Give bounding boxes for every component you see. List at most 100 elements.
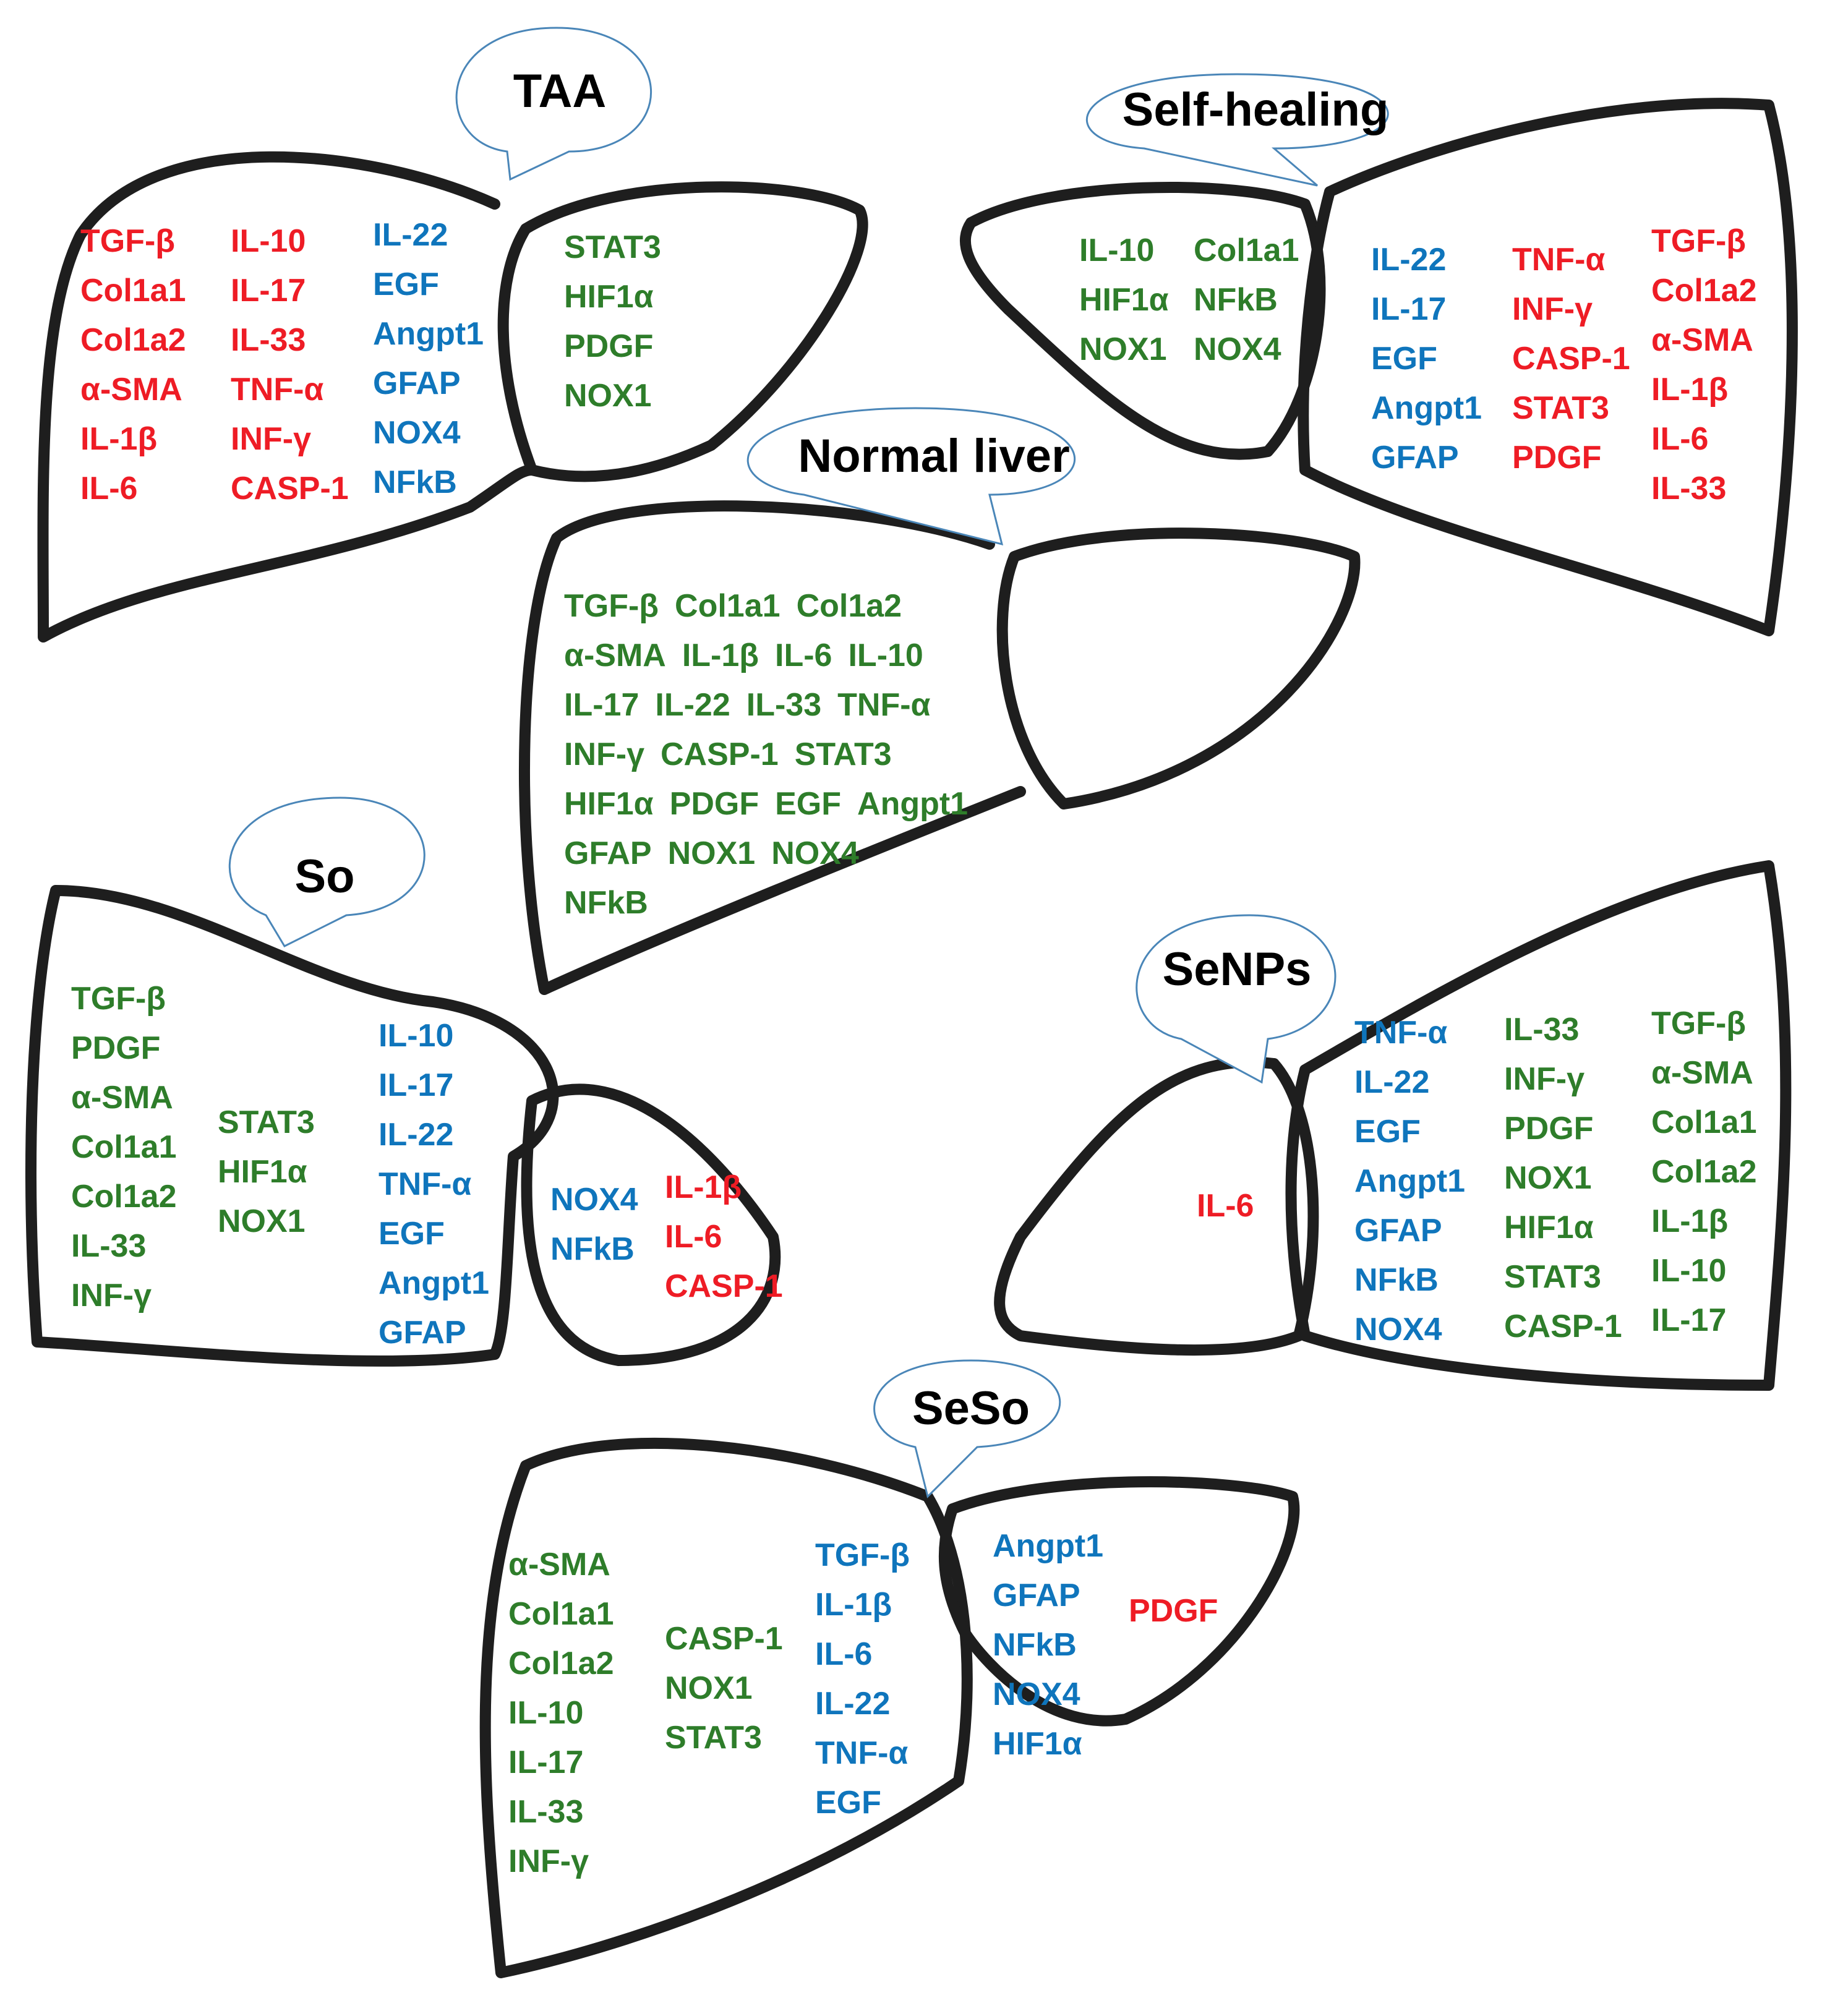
seso-liver-outline xyxy=(479,1359,1300,1978)
seso-speech-bubble xyxy=(873,1359,1061,1498)
marker-label: PDGF xyxy=(564,328,654,364)
marker-label: IL-33 xyxy=(746,687,822,723)
marker-label: NFkB xyxy=(1354,1262,1439,1298)
marker-label: PDGF xyxy=(71,1030,161,1066)
marker-label: INF-γ xyxy=(508,1843,589,1879)
marker-label: GFAP xyxy=(1354,1213,1442,1249)
marker-label: TNF-α xyxy=(837,687,931,723)
marker-label: Col1a1 xyxy=(508,1596,614,1632)
marker-label: TGF-β xyxy=(815,1537,910,1573)
marker-label: IL-6 xyxy=(815,1636,873,1672)
marker-label: Col1a1 xyxy=(675,588,781,624)
marker-label: Angpt1 xyxy=(1371,390,1482,426)
marker-label: TGF-β xyxy=(80,223,176,259)
self-healing-col-5: TGF-β Col1a2 α-SMA IL-1β IL-6 IL-33 xyxy=(1651,216,1757,513)
senps-liver-outline xyxy=(994,860,1792,1391)
marker-label: NFkB xyxy=(1194,282,1278,318)
marker-label: IL-33 xyxy=(71,1228,147,1264)
marker-label: TGF-β xyxy=(1651,1006,1747,1041)
marker-label: Col1a2 xyxy=(796,588,902,624)
seso-title: SeSo xyxy=(912,1382,1030,1435)
marker-label: Col1a1 xyxy=(1194,233,1299,268)
marker-label: IL-22 xyxy=(379,1117,454,1153)
marker-label: INF-γ xyxy=(231,421,311,457)
self-healing-title: Self-healing xyxy=(1122,83,1389,136)
marker-label: EGF xyxy=(815,1785,881,1821)
marker-label: Col1a2 xyxy=(508,1646,614,1681)
marker-label: HIF1α xyxy=(1079,282,1169,318)
taa-col-1: TGF-β Col1a1 Col1a2 α-SMA IL-1β IL-6 xyxy=(80,216,186,513)
marker-label: IL-22 xyxy=(815,1686,891,1722)
seso-col-2: CASP-1 NOX1 STAT3 xyxy=(665,1614,783,1762)
marker-label: TNF-α xyxy=(1354,1015,1448,1051)
marker-label: STAT3 xyxy=(564,229,661,265)
marker-label: IL-1β xyxy=(1651,372,1729,408)
marker-label: IL-33 xyxy=(231,322,306,358)
self-healing-speech-bubble xyxy=(1086,73,1389,187)
senps-col-2: TNF-α IL-22 EGF Angpt1 GFAP NFkB NOX4 xyxy=(1354,1008,1465,1354)
marker-label: IL-33 xyxy=(1504,1012,1580,1048)
marker-label: GFAP xyxy=(373,365,461,401)
marker-label: TGF-β xyxy=(564,588,659,624)
marker-label: NOX1 xyxy=(218,1203,306,1239)
normal-liver-title: Normal liver xyxy=(798,430,1070,482)
marker-label: NOX1 xyxy=(665,1670,753,1706)
seso-col-1: α-SMA Col1a1 Col1a2 IL-10 IL-17 IL-33 INF-γ xyxy=(508,1540,614,1886)
marker-label: α-SMA xyxy=(80,372,182,408)
so-col-4: NOX4 NFkB xyxy=(550,1175,638,1274)
marker-label: CASP-1 xyxy=(665,1621,783,1657)
seso-col-3: TGF-β IL-1β IL-6 IL-22 TNF-α EGF xyxy=(815,1531,910,1827)
self-healing-col-4: TNF-α INF-γ CASP-1 STAT3 PDGF xyxy=(1512,235,1630,482)
marker-label: Col1a2 xyxy=(80,322,186,358)
marker-label: Angpt1 xyxy=(857,786,969,822)
marker-label: STAT3 xyxy=(665,1720,762,1756)
marker-label: IL-1β xyxy=(80,421,158,457)
marker-label: CASP-1 xyxy=(231,471,349,506)
taa-speech-bubble xyxy=(455,27,652,181)
marker-label: PDGF xyxy=(1512,440,1602,476)
marker-label: α-SMA xyxy=(71,1080,173,1116)
senps-speech-bubble xyxy=(1136,914,1337,1084)
marker-label: NOX4 xyxy=(993,1676,1080,1712)
marker-label: IL-10 xyxy=(231,223,306,259)
senps-col-1: IL-6 xyxy=(1197,1181,1254,1231)
marker-label: GFAP xyxy=(564,835,652,871)
marker-label: HIF1α xyxy=(1504,1210,1594,1245)
marker-label: TGF-β xyxy=(71,981,166,1017)
marker-label: α-SMA xyxy=(1651,1055,1753,1091)
marker-label: HIF1α xyxy=(564,786,654,822)
marker-label: EGF xyxy=(379,1216,445,1252)
marker-label: NFkB xyxy=(993,1627,1077,1663)
marker-label: IL-1β xyxy=(665,1169,742,1205)
marker-label: CASP-1 xyxy=(1504,1309,1622,1344)
marker-label: NOX4 xyxy=(1194,331,1281,367)
normal-liver-outline xyxy=(518,407,1361,995)
marker-label: IL-22 xyxy=(655,687,730,723)
marker-label: IL-17 xyxy=(231,273,306,309)
seso-col-4: Angpt1 GFAP NFkB NOX4 HIF1α xyxy=(993,1521,1103,1769)
marker-label: HIF1α xyxy=(564,279,654,315)
marker-label: PDGF xyxy=(1129,1593,1218,1629)
marker-label: IL-1β xyxy=(1651,1203,1729,1239)
marker-label: IL-10 xyxy=(508,1695,584,1731)
so-col-1: TGF-β PDGF α-SMA Col1a1 Col1a2 IL-33 INF-γ xyxy=(71,974,177,1320)
marker-label: IL-10 xyxy=(848,638,923,673)
marker-label: IL-6 xyxy=(1651,421,1709,457)
marker-label: Col1a2 xyxy=(71,1179,177,1215)
marker-label: Col1a1 xyxy=(80,273,186,309)
marker-label: Col1a2 xyxy=(1651,273,1757,309)
marker-label: STAT3 xyxy=(1512,390,1609,426)
self-healing-col-2: Col1a1 NFkB NOX4 xyxy=(1194,226,1299,374)
taa-title: TAA xyxy=(513,65,607,117)
normal-liver-speech-bubble xyxy=(746,407,1076,546)
taa-col-2: IL-10 IL-17 IL-33 TNF-α INF-γ CASP-1 xyxy=(231,216,349,513)
marker-label: STAT3 xyxy=(1504,1259,1601,1295)
so-speech-bubble xyxy=(228,797,426,947)
marker-label: IL-10 xyxy=(1651,1253,1727,1289)
marker-label: Col1a1 xyxy=(71,1129,177,1165)
marker-label: IL-22 xyxy=(1354,1064,1430,1100)
marker-label: TNF-α xyxy=(231,372,324,408)
marker-label: IL-17 xyxy=(1371,291,1447,327)
seso-col-5: PDGF xyxy=(1129,1586,1218,1636)
